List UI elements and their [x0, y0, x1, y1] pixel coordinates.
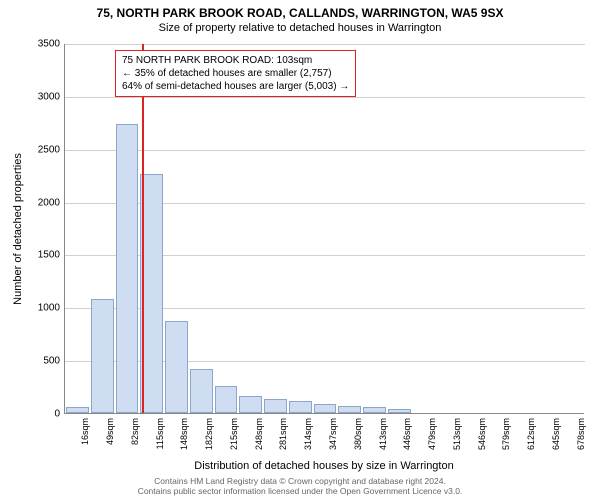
histogram-bar	[289, 401, 312, 413]
histogram-bar	[116, 124, 139, 413]
histogram-bar	[215, 386, 238, 413]
histogram-bar	[363, 407, 386, 413]
x-axis-label: Distribution of detached houses by size …	[64, 460, 584, 472]
callout-line-2: ← 35% of detached houses are smaller (2,…	[122, 67, 349, 80]
footer-line-1: Contains HM Land Registry data © Crown c…	[0, 476, 600, 486]
x-tick-label: 479sqm	[427, 418, 437, 450]
property-marker-line	[142, 44, 144, 413]
x-tick-label: 513sqm	[452, 418, 462, 450]
y-tick-label: 1000	[20, 303, 60, 314]
plot-area: 050010001500200025003000350016sqm49sqm82…	[64, 44, 584, 414]
y-tick-label: 1500	[20, 250, 60, 261]
histogram-bar	[91, 299, 114, 413]
y-tick-label: 2000	[20, 197, 60, 208]
x-tick-label: 347sqm	[328, 418, 338, 450]
footer-attribution: Contains HM Land Registry data © Crown c…	[0, 476, 600, 500]
y-tick-label: 3000	[20, 91, 60, 102]
x-tick-label: 16sqm	[80, 418, 90, 445]
histogram-bar	[388, 409, 411, 413]
page-subtitle: Size of property relative to detached ho…	[0, 20, 600, 34]
x-tick-label: 413sqm	[378, 418, 388, 450]
x-tick-label: 446sqm	[402, 418, 412, 450]
x-tick-label: 678sqm	[576, 418, 586, 450]
x-tick-label: 579sqm	[501, 418, 511, 450]
histogram-bar	[264, 399, 287, 413]
x-tick-label: 645sqm	[551, 418, 561, 450]
histogram-bar	[239, 396, 262, 413]
y-axis-label: Number of detached properties	[12, 153, 24, 305]
callout-line-1: 75 NORTH PARK BROOK ROAD: 103sqm	[122, 54, 349, 67]
histogram-chart: Number of detached properties 0500100015…	[64, 44, 584, 414]
y-tick-label: 500	[20, 356, 60, 367]
x-tick-label: 546sqm	[477, 418, 487, 450]
x-tick-label: 314sqm	[303, 418, 313, 450]
x-tick-label: 148sqm	[179, 418, 189, 450]
histogram-bar	[314, 404, 337, 414]
x-tick-label: 380sqm	[353, 418, 363, 450]
x-tick-label: 248sqm	[254, 418, 264, 450]
x-tick-label: 612sqm	[526, 418, 536, 450]
y-tick-label: 0	[20, 409, 60, 420]
histogram-bar	[338, 406, 361, 413]
y-tick-label: 2500	[20, 144, 60, 155]
page-title: 75, NORTH PARK BROOK ROAD, CALLANDS, WAR…	[0, 0, 600, 20]
x-tick-label: 49sqm	[105, 418, 115, 445]
x-tick-label: 115sqm	[155, 418, 165, 449]
histogram-bar	[165, 321, 188, 413]
callout-line-3: 64% of semi-detached houses are larger (…	[122, 80, 349, 93]
histogram-bar	[190, 369, 213, 413]
property-callout: 75 NORTH PARK BROOK ROAD: 103sqm← 35% of…	[115, 50, 356, 97]
x-tick-label: 281sqm	[278, 418, 288, 450]
x-tick-label: 82sqm	[130, 418, 140, 445]
footer-line-2: Contains public sector information licen…	[0, 486, 600, 496]
histogram-bar	[66, 407, 89, 413]
x-tick-label: 215sqm	[229, 418, 239, 450]
x-tick-label: 182sqm	[204, 418, 214, 450]
y-tick-label: 3500	[20, 39, 60, 50]
